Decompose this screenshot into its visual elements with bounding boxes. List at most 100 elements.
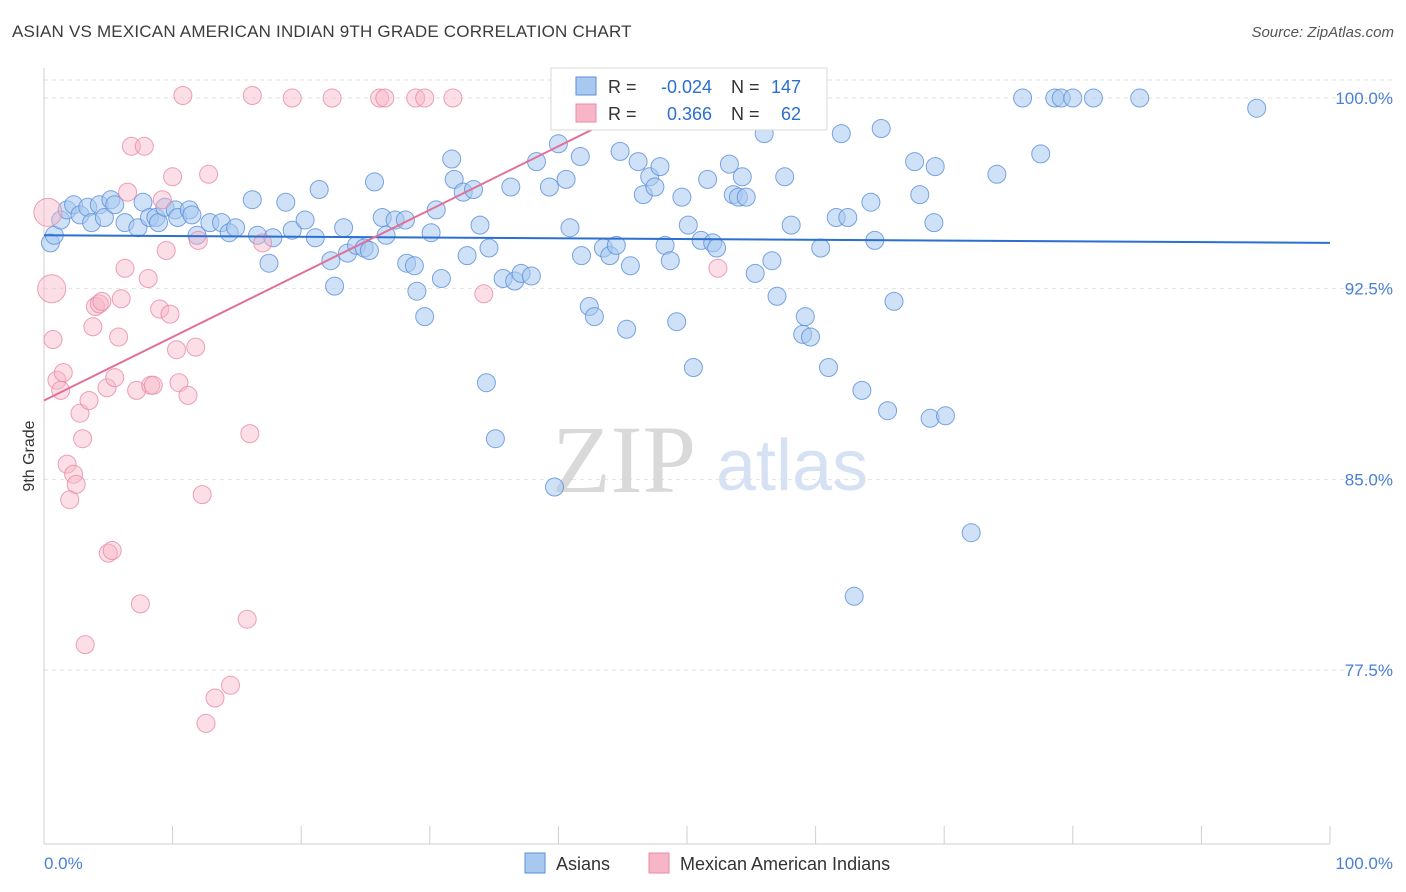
stats-r-label-asians: R = — [608, 77, 637, 97]
asian-point-37 — [321, 251, 341, 271]
asian-point-126 — [884, 291, 904, 311]
mexican-point-42 — [186, 337, 206, 357]
asian-point-120 — [844, 586, 864, 606]
asian-point-59 — [457, 246, 477, 266]
asian-point-83 — [610, 141, 630, 161]
asian-point-124 — [871, 119, 891, 138]
mexican-point-2 — [43, 330, 63, 349]
asian-point-61 — [470, 215, 490, 235]
asian-point-96 — [683, 358, 703, 377]
asian-point-69 — [521, 266, 541, 286]
mexican-point-28 — [130, 594, 150, 614]
mexican-point-24 — [115, 258, 135, 278]
mexican-point-5 — [53, 363, 73, 383]
asian-point-55 — [431, 269, 451, 288]
asian-point-9 — [94, 208, 114, 227]
mexican-point-30 — [138, 269, 158, 288]
asian-point-141 — [1130, 88, 1150, 108]
legend: Asians Mexican American Indians — [524, 852, 890, 874]
mexican-point-16 — [89, 294, 109, 314]
mexican-point-53 — [282, 88, 302, 108]
mexican-point-35 — [156, 241, 176, 260]
y-tick-label-2: 85.0% — [1345, 470, 1393, 489]
asian-point-133 — [961, 523, 981, 543]
mexican-point-14 — [83, 317, 103, 337]
asian-point-125 — [878, 401, 898, 421]
asian-point-31 — [263, 228, 283, 248]
mexican-point-44 — [192, 485, 212, 505]
mexican-point-33 — [150, 299, 170, 319]
asian-point-22 — [182, 205, 202, 225]
asian-point-100 — [707, 238, 727, 258]
asian-point-75 — [560, 218, 580, 238]
stats-r-label-mexican: R = — [608, 104, 637, 124]
stats-swatch-asians — [575, 76, 597, 96]
asian-point-106 — [745, 263, 765, 283]
asian-point-118 — [831, 124, 851, 144]
mexican-point-9 — [66, 474, 86, 494]
asian-point-62 — [476, 373, 496, 393]
legend-label-mexican: Mexican American Indians — [680, 854, 890, 874]
mexican-point-26 — [121, 136, 141, 156]
asian-point-43 — [359, 241, 379, 260]
asian-point-119 — [838, 208, 858, 227]
asian-point-105 — [736, 187, 756, 207]
asian-point-95 — [678, 215, 698, 235]
asian-point-111 — [781, 215, 801, 235]
mexican-point-20 — [102, 541, 122, 560]
mexican-point-41 — [178, 385, 198, 405]
asian-point-82 — [606, 235, 626, 255]
asian-point-44 — [365, 172, 384, 192]
stats-n-label-asians: N = — [731, 77, 760, 97]
mexican-point-38 — [167, 340, 186, 360]
mexican-point-51 — [253, 233, 273, 253]
mexican-point-50 — [240, 424, 260, 444]
mexican-point-21 — [105, 368, 125, 388]
asian-point-89 — [645, 177, 665, 197]
asian-point-11 — [105, 195, 125, 215]
y-axis-title: 9th Grade — [21, 420, 38, 491]
mexican-points — [33, 86, 728, 733]
mexican-point-61 — [708, 258, 728, 278]
mexican-point-48 — [221, 675, 240, 695]
stats-n-value-mexican: 62 — [781, 104, 801, 124]
asian-point-121 — [852, 380, 872, 400]
asian-point-101 — [719, 154, 739, 174]
asian-point-108 — [762, 251, 782, 271]
asian-point-136 — [1031, 144, 1051, 164]
asian-point-93 — [667, 312, 687, 332]
legend-label-asians: Asians — [556, 854, 610, 874]
mexican-point-55 — [370, 88, 390, 108]
mexican-point-45 — [196, 713, 216, 733]
asian-point-115 — [811, 238, 831, 258]
asian-point-130 — [924, 213, 944, 233]
asian-point-77 — [572, 246, 591, 266]
asian-point-104 — [732, 167, 752, 187]
mexican-point-58 — [415, 88, 435, 108]
x-axis-ticks — [43, 826, 1331, 844]
y-tick-label-1: 92.5% — [1345, 280, 1393, 299]
asian-point-132 — [936, 406, 955, 426]
mexican-point-52 — [242, 86, 262, 105]
x-tick-label-max: 100.0% — [1335, 854, 1393, 873]
mexican-point-46 — [199, 164, 219, 184]
asian-point-52 — [415, 307, 435, 327]
stats-n-value-asians: 147 — [771, 77, 801, 97]
mexican-point-22 — [109, 327, 129, 347]
mexican-point-12 — [75, 635, 95, 655]
asian-point-140 — [1083, 88, 1103, 108]
mexican-point-47 — [205, 688, 225, 708]
mexican-point-4 — [51, 380, 71, 400]
asian-point-74 — [556, 169, 576, 189]
mexican-point-29 — [134, 136, 154, 156]
mexican-point-11 — [73, 429, 93, 449]
watermark: ZIP atlas — [552, 406, 868, 513]
watermark-atlas: atlas — [716, 426, 868, 506]
asian-point-72 — [545, 477, 564, 497]
asian-point-34 — [295, 210, 315, 230]
trend-lines — [43, 97, 1331, 402]
asian-point-128 — [910, 185, 930, 205]
mexican-point-18 — [97, 378, 117, 398]
asian-point-90 — [650, 157, 670, 177]
asian-point-71 — [539, 177, 559, 197]
